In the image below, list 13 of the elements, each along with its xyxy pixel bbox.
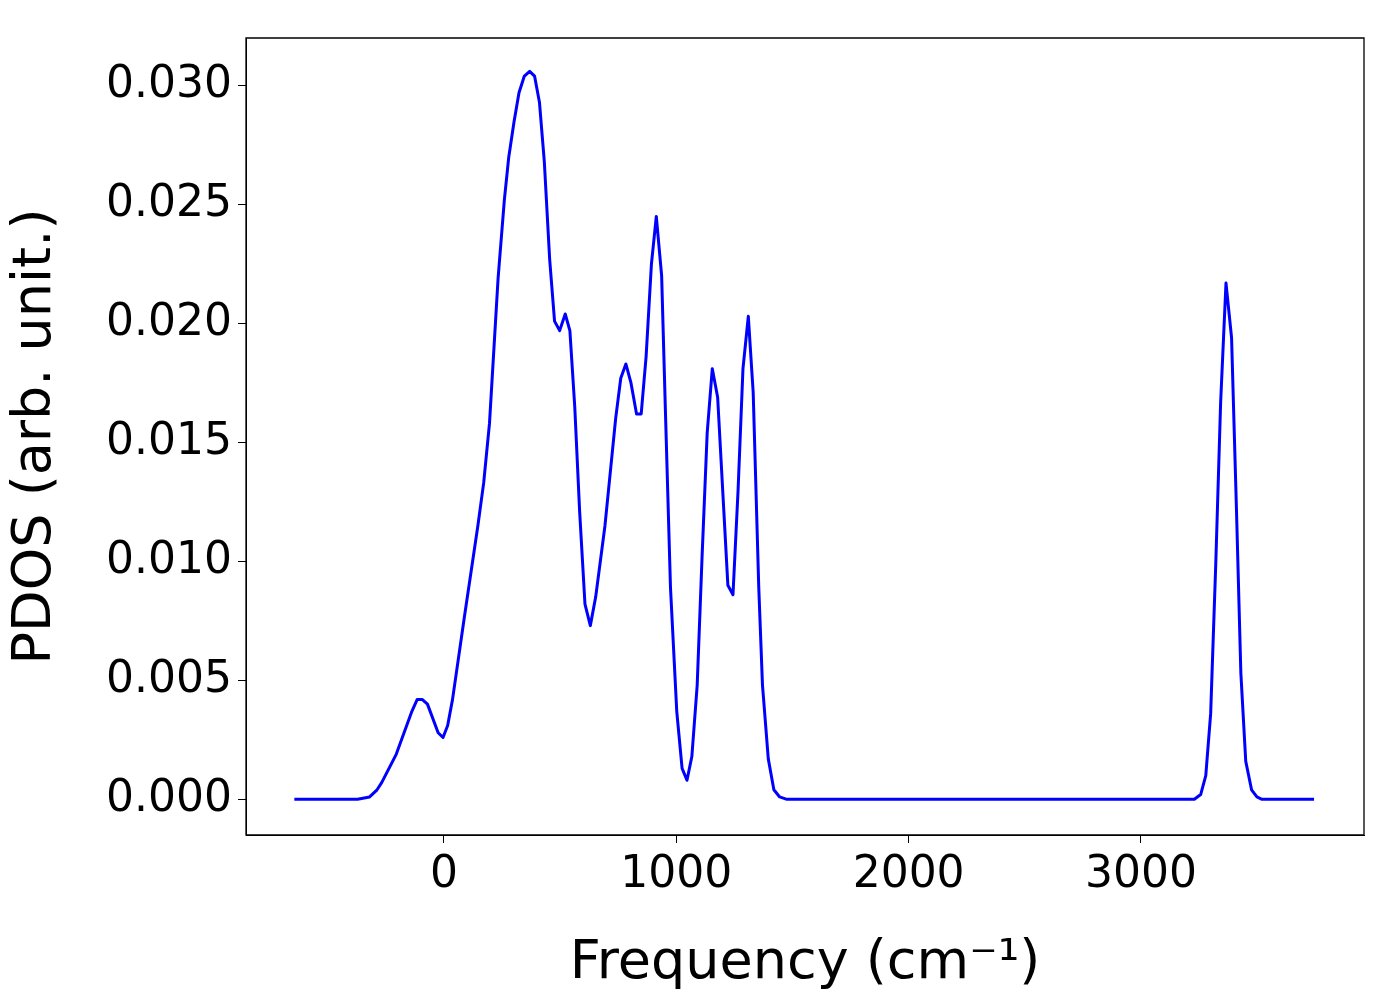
y-tick-label: 0.010 xyxy=(106,531,232,583)
y-axis-title: PDOS (arb. unit.) xyxy=(0,208,64,665)
x-tick-label: 2000 xyxy=(852,845,965,897)
y-tick-label: 0.015 xyxy=(106,412,232,464)
x-axis-title: Frequency (cm⁻¹) xyxy=(569,927,1041,991)
y-tick-label: 0.030 xyxy=(106,56,232,108)
y-tick-label: 0.025 xyxy=(106,174,232,226)
y-tick-label: 0.020 xyxy=(106,293,232,345)
x-tick-label: 1000 xyxy=(620,845,733,897)
x-tick-label: 0 xyxy=(429,845,458,897)
x-tick-label: 3000 xyxy=(1084,845,1197,897)
y-tick-label: 0.000 xyxy=(106,769,232,821)
y-tick-label: 0.005 xyxy=(106,650,232,702)
